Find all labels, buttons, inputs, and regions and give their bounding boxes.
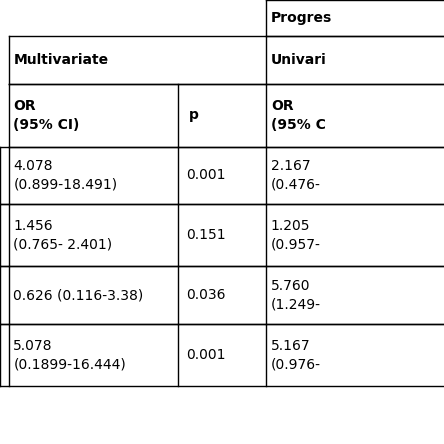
Text: OR
(95% C: OR (95% C [271,99,326,131]
Text: 1.456
(0.765- 2.401): 1.456 (0.765- 2.401) [13,219,112,251]
Text: Univari: Univari [271,53,327,67]
Text: 0.036: 0.036 [186,288,226,302]
Text: 0.626 (0.116-3.38): 0.626 (0.116-3.38) [13,288,143,302]
Text: 0.001: 0.001 [186,348,226,362]
Text: 5.078
(0.1899-16.444): 5.078 (0.1899-16.444) [13,339,126,371]
Text: 5.167
(0.976-: 5.167 (0.976- [271,339,321,371]
Text: 0.001: 0.001 [186,168,226,182]
Text: Multivariate: Multivariate [13,53,108,67]
Text: 5.760
(1.249-: 5.760 (1.249- [271,279,321,311]
Text: 1.205
(0.957-: 1.205 (0.957- [271,219,321,251]
Text: 4.078
(0.899-18.491): 4.078 (0.899-18.491) [13,159,118,191]
Text: OR
(95% CI): OR (95% CI) [13,99,79,131]
Text: 2.167
(0.476-: 2.167 (0.476- [271,159,321,191]
Text: p: p [189,108,198,123]
Text: 0.151: 0.151 [186,228,226,242]
Text: Progres: Progres [271,11,332,25]
